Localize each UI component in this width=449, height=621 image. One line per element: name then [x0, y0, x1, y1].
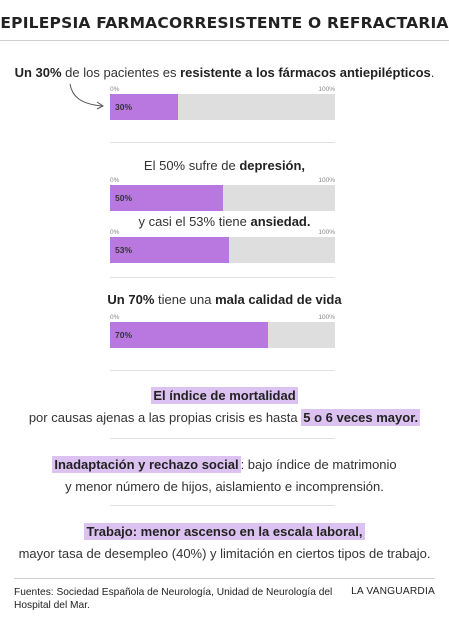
section-divider: [110, 370, 335, 371]
bar-fill: [110, 322, 268, 348]
statement-segment: mala calidad de vida: [215, 292, 342, 307]
bar-anxiety: 0% 100% 53%: [110, 229, 335, 269]
footer-divider: [14, 578, 435, 579]
fact-line: Inadaptación y rechazo social: bajo índi…: [0, 455, 449, 475]
section-divider: [110, 438, 335, 439]
statement-segment: ansiedad.: [250, 214, 311, 229]
fact-line: Trabajo: menor ascenso en la escala labo…: [0, 522, 449, 542]
fact-text: : bajo índice de matrimonio: [240, 457, 397, 472]
bar-depression: 0% 100% 50%: [110, 177, 335, 217]
bar-track: 50%: [110, 185, 335, 211]
tick-label-max: 100%: [318, 86, 335, 93]
statement-segment: tiene una: [154, 292, 216, 307]
statement-segment: Un 30%: [14, 65, 62, 80]
fact-line: por causas ajenas a las propias crisis e…: [0, 408, 449, 428]
statement-segment: .: [430, 65, 435, 80]
brand-logo-text: LA VANGUARDIA: [351, 586, 435, 597]
bar-resistant: 0% 100% 30%: [110, 86, 335, 126]
statement-anxiety: y casi el 53% tiene ansiedad.: [0, 214, 449, 229]
fact-social: Inadaptación y rechazo social: bajo índi…: [0, 455, 449, 497]
statement-segment: resistente a los fármacos antiepiléptico…: [180, 65, 431, 80]
section-divider: [110, 142, 335, 143]
statement-segment: depresión,: [239, 158, 306, 173]
section-divider: [110, 505, 335, 506]
bar-value-label: 50%: [115, 193, 133, 203]
bar-track: 53%: [110, 237, 335, 263]
tick-label-max: 100%: [318, 177, 335, 184]
bar-quality-of-life: 0% 100% 70%: [110, 314, 335, 354]
statement-segment: de los pacientes es: [61, 65, 181, 80]
statement-segment: Un 70%: [107, 292, 155, 307]
statement-segment: El 50% sufre de: [143, 158, 240, 173]
tick-label-max: 100%: [318, 229, 335, 236]
highlighted-text: Trabajo: menor ascenso en la escala labo…: [84, 523, 365, 540]
title-divider: [0, 40, 449, 41]
infographic-title: EPILEPSIA FARMACORRESISTENTE O REFRACTAR…: [0, 14, 449, 32]
tick-label-min: 0%: [110, 86, 120, 93]
bar-fill: [110, 237, 230, 263]
fact-line: mayor tasa de desempleo (40%) y limitaci…: [0, 544, 449, 564]
bar-fill: [110, 94, 178, 120]
bar-value-label: 70%: [115, 330, 133, 340]
tick-label-min: 0%: [110, 229, 120, 236]
fact-text: por causas ajenas a las propias crisis e…: [28, 410, 302, 425]
tick-label-max: 100%: [318, 314, 335, 321]
bar-track: 70%: [110, 322, 335, 348]
highlighted-text: Inadaptación y rechazo social: [52, 456, 241, 473]
highlighted-text: 5 o 6 veces mayor.: [301, 409, 421, 426]
bar-fill: [110, 185, 223, 211]
fact-text: y menor número de hijos, aislamiento e i…: [65, 479, 384, 494]
tick-label-min: 0%: [110, 177, 120, 184]
fact-line: El índice de mortalidad: [0, 386, 449, 406]
tick-label-min: 0%: [110, 314, 120, 321]
section-divider: [110, 277, 335, 278]
statement-depression: El 50% sufre de depresión,: [0, 158, 449, 173]
statement-segment: y casi el 53% tiene: [138, 214, 251, 229]
statement-resistant: Un 30% de los pacientes es resistente a …: [0, 65, 449, 80]
bar-value-label: 53%: [115, 245, 133, 255]
fact-text: mayor tasa de desempleo (40%) y limitaci…: [18, 546, 431, 561]
fact-work: Trabajo: menor ascenso en la escala labo…: [0, 522, 449, 564]
highlighted-text: El índice de mortalidad: [151, 387, 298, 404]
fact-line: y menor número de hijos, aislamiento e i…: [0, 477, 449, 497]
bar-value-label: 30%: [115, 102, 133, 112]
bar-track: 30%: [110, 94, 335, 120]
fact-mortality: El índice de mortalidad por causas ajenas…: [0, 386, 449, 428]
sources-note: Fuentes: Sociedad Española de Neurología…: [14, 587, 333, 611]
statement-quality-of-life: Un 70% tiene una mala calidad de vida: [0, 292, 449, 307]
